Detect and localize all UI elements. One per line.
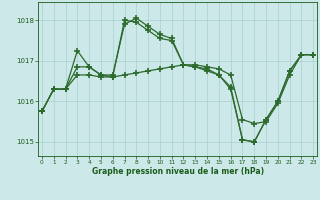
- X-axis label: Graphe pression niveau de la mer (hPa): Graphe pression niveau de la mer (hPa): [92, 167, 264, 176]
